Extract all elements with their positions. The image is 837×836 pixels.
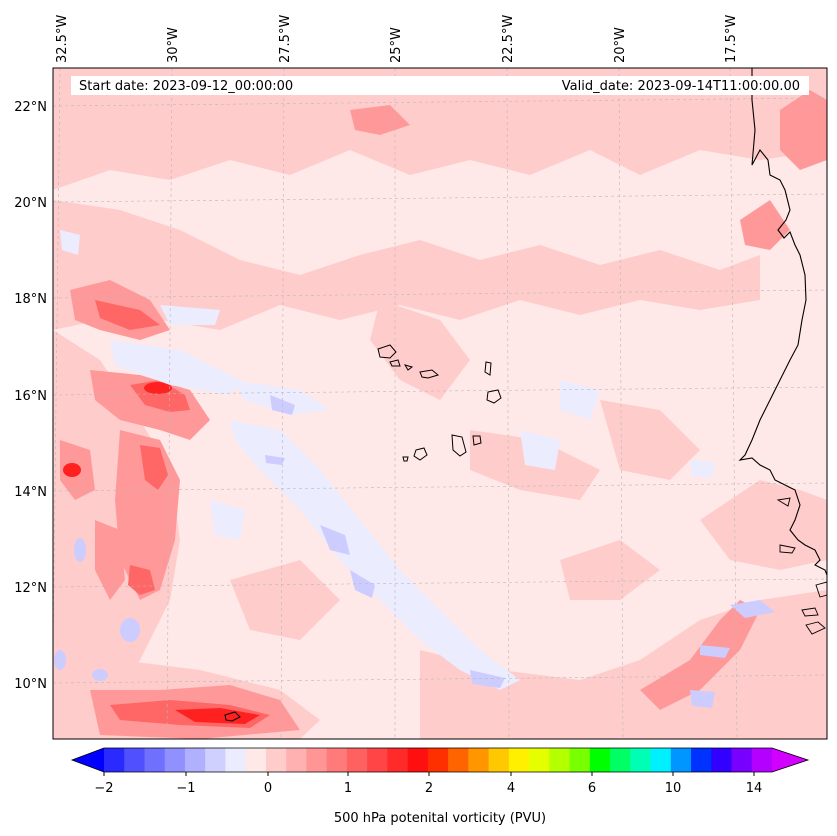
longitude-labels: 32.5°W 30°W 27.5°W 25°W 22.5°W 20°W 17.5… xyxy=(55,15,739,63)
colorbar-segments xyxy=(104,748,773,772)
latitude-labels: 22°N 20°N 18°N 16°N 14°N 12°N 10°N xyxy=(14,100,47,692)
lat-label-16n: 16°N xyxy=(14,389,47,404)
colorbar-segment xyxy=(124,748,146,772)
lat-label-10n: 10°N xyxy=(14,677,47,692)
colorbar-segment xyxy=(610,748,631,772)
lon-label-22-5w: 22.5°W xyxy=(501,15,516,63)
cbar-tick-label: 10 xyxy=(665,781,682,796)
colorbar-segment xyxy=(387,748,409,772)
bissau-islands xyxy=(776,497,827,635)
lon-label-20w: 20°W xyxy=(613,27,628,63)
colorbar-segment xyxy=(508,748,530,772)
colorbar-left-arrow xyxy=(72,748,104,772)
colorbar-segment xyxy=(265,748,287,772)
colorbar-segment xyxy=(245,748,267,772)
colorbar-segment xyxy=(488,748,510,772)
pv-contour-light-blue xyxy=(60,230,715,690)
cbar-tick-label: 4 xyxy=(507,781,515,796)
lon-label-25w: 25°W xyxy=(389,27,404,63)
colorbar-segment xyxy=(367,748,388,772)
colorbar-segment xyxy=(630,748,652,772)
start-date-text: Start date: 2023-09-12_00:00:00 xyxy=(79,79,293,94)
colorbar-segment xyxy=(529,748,550,772)
pv-contour-mid-blue xyxy=(54,395,775,708)
pv-contour-light-red xyxy=(53,68,827,739)
colorbar-segment xyxy=(468,748,490,772)
colorbar-segment xyxy=(286,748,308,772)
colorbar-segment xyxy=(326,748,348,772)
cbar-tick-label: 1 xyxy=(344,781,352,796)
colorbar-segment xyxy=(164,748,186,772)
cbar-tick-label: 0 xyxy=(264,781,272,796)
colorbar-tick-labels: −2 −1 0 1 2 4 6 10 14 xyxy=(94,781,762,796)
colorbar-segment xyxy=(731,748,753,772)
colorbar-title: 500 hPa potenital vorticity (PVU) xyxy=(334,811,546,826)
pv-contour-max-red xyxy=(63,382,260,724)
colorbar-segment xyxy=(184,748,206,772)
cbar-tick-label: −2 xyxy=(94,781,113,796)
colorbar-segment xyxy=(427,748,449,772)
lon-label-17-5w: 17.5°W xyxy=(724,15,739,63)
cbar-tick-label: 6 xyxy=(588,781,596,796)
lat-label-14n: 14°N xyxy=(14,485,47,500)
colorbar-segment xyxy=(225,748,247,772)
colorbar: −2 −1 0 1 2 4 6 10 14 500 hPa potenital … xyxy=(70,747,810,826)
colorbar-segment xyxy=(670,748,692,772)
colorbar-segment xyxy=(711,748,733,772)
colorbar-ticks xyxy=(103,772,755,776)
colorbar-segment xyxy=(549,748,571,772)
cbar-tick-label: 14 xyxy=(746,781,763,796)
map-panel xyxy=(53,68,827,739)
lat-label-18n: 18°N xyxy=(14,292,47,307)
colorbar-segment xyxy=(448,748,469,772)
date-banner xyxy=(71,76,809,95)
colorbar-right-arrow xyxy=(772,748,808,772)
colorbar-segment xyxy=(569,748,591,772)
cape-verde-islands xyxy=(377,344,502,462)
colorbar-segment xyxy=(144,748,166,772)
lat-label-22n: 22°N xyxy=(14,100,47,115)
colorbar-segment xyxy=(407,748,429,772)
colorbar-segment xyxy=(589,748,611,772)
colorbar-segment xyxy=(691,748,712,772)
colorbar-segment xyxy=(751,748,773,772)
colorbar-segment xyxy=(306,748,328,772)
lon-label-32-5w: 32.5°W xyxy=(55,15,70,63)
colorbar-segment xyxy=(104,748,125,772)
small-island-outline xyxy=(224,711,241,722)
lat-label-12n: 12°N xyxy=(14,581,47,596)
cbar-tick-label: −1 xyxy=(176,781,195,796)
colorbar-segment xyxy=(205,748,227,772)
lon-label-30w: 30°W xyxy=(166,27,181,63)
cbar-tick-label: 2 xyxy=(425,781,433,796)
valid-date-text: Valid_date: 2023-09-14T11:00:00.00 xyxy=(562,79,800,94)
colorbar-segment xyxy=(650,748,672,772)
colorbar-segment xyxy=(346,748,368,772)
lat-label-20n: 20°N xyxy=(14,196,47,211)
map-frame xyxy=(52,67,828,740)
africa-coastline xyxy=(738,68,827,576)
lon-label-27-5w: 27.5°W xyxy=(278,15,293,63)
